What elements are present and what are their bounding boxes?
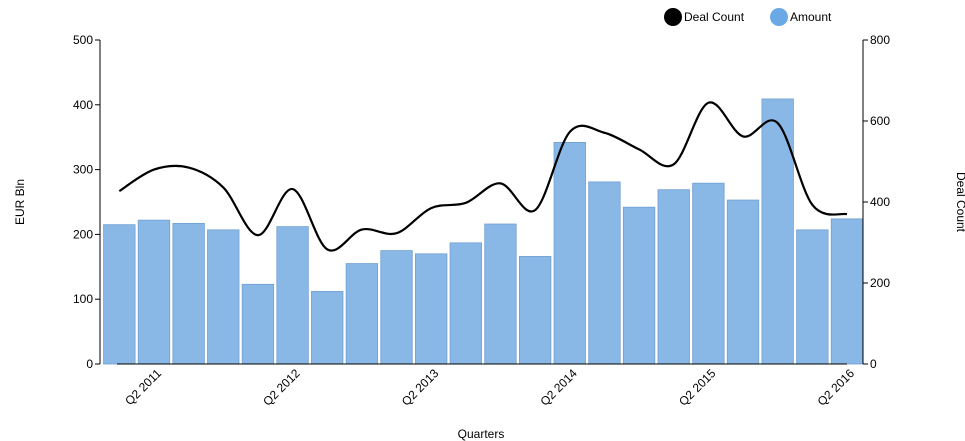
amount-bar xyxy=(241,283,275,365)
amount-bar xyxy=(692,182,725,365)
x-tick-label: Q2 2012 xyxy=(260,366,303,409)
left-tick-label: 500 xyxy=(73,33,93,47)
amount-bars xyxy=(103,98,864,365)
amount-bar xyxy=(345,263,379,365)
legend-deal-count-swatch xyxy=(664,8,682,26)
y-right-axis-title: Deal Count xyxy=(954,172,965,233)
y-left-axis-title: EUR Bln xyxy=(13,179,27,225)
amount-bar xyxy=(137,219,171,365)
left-tick-label: 400 xyxy=(73,98,93,112)
legend-amount-label: Amount xyxy=(790,10,832,24)
amount-bar xyxy=(484,223,517,365)
amount-bar xyxy=(311,291,344,365)
amount-bar xyxy=(276,226,309,365)
right-tick-label: 200 xyxy=(870,276,890,290)
x-tick-label: Q2 2015 xyxy=(676,366,719,409)
amount-bar xyxy=(830,218,864,365)
deal-count-line xyxy=(118,101,848,252)
right-tick-label: 600 xyxy=(870,114,890,128)
x-tick-labels: Q2 2011 Q2 2012 Q2 2013 Q2 2014 Q2 2015 Q2 20… xyxy=(122,366,857,409)
legend: Deal Count Amount xyxy=(664,8,832,26)
amount-bar xyxy=(449,242,482,365)
amount-bar xyxy=(726,199,760,365)
legend-amount-swatch xyxy=(770,8,788,26)
right-tick-label: 400 xyxy=(870,195,890,209)
legend-deal-count-label: Deal Count xyxy=(684,10,745,24)
amount-bar xyxy=(796,229,829,365)
x-tick-label: Q2 2014 xyxy=(537,366,580,409)
left-tick-label: 200 xyxy=(73,227,93,241)
amount-bar xyxy=(415,253,448,365)
x-tick-label: Q2 2016 xyxy=(815,366,858,409)
amount-bar xyxy=(207,229,240,365)
amount-bar xyxy=(761,98,794,365)
amount-bar xyxy=(622,206,656,365)
deal-count-line-layer xyxy=(118,101,848,252)
right-y-ticks: 0 200 400 600 800 xyxy=(863,33,890,371)
left-tick-label: 0 xyxy=(86,357,93,371)
left-y-ticks: 0 100 200 300 400 500 xyxy=(73,33,100,371)
amount-bar xyxy=(172,222,205,365)
x-tick-label: Q2 2011 xyxy=(122,366,164,408)
right-tick-label: 0 xyxy=(870,357,877,371)
x-tick-label: Q2 2013 xyxy=(399,366,442,409)
amount-bar xyxy=(518,256,552,365)
amount-bar xyxy=(553,141,586,365)
right-tick-label: 800 xyxy=(870,33,890,47)
amount-bar xyxy=(588,181,621,365)
left-tick-label: 100 xyxy=(73,292,93,306)
left-tick-label: 300 xyxy=(73,163,93,177)
amount-bar xyxy=(103,224,136,365)
x-axis-title: Quarters xyxy=(458,427,505,441)
amount-bar xyxy=(657,189,690,365)
amount-bar xyxy=(380,250,413,365)
